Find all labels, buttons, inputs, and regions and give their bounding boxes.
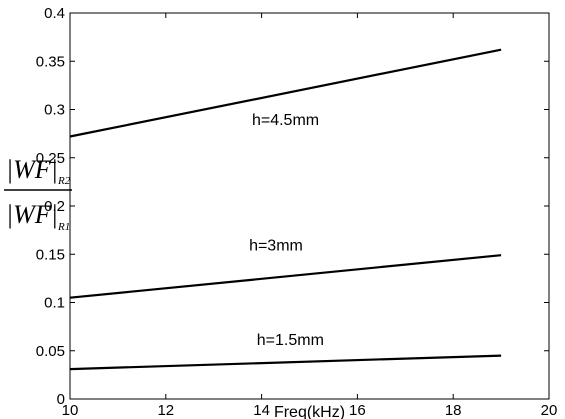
series-annotation-label: h=1.5mm	[257, 332, 324, 349]
y-tick-label: 0.15	[36, 246, 65, 263]
y-tick-label: 0	[57, 391, 65, 408]
y-axis-label: |WF| R2 |WF| R1	[4, 155, 72, 233]
series-line	[69, 254, 502, 299]
y-tick-label: 0.05	[36, 343, 65, 360]
x-tick-label: 14	[253, 402, 270, 419]
y-tick-label: 0.35	[36, 53, 65, 70]
y-axis-label-denominator: |WF|	[6, 200, 58, 229]
x-axis: 10 12 14 16 18 20	[62, 13, 558, 419]
x-tick-label: 16	[349, 402, 366, 419]
y-axis-label-numerator-subscript: R2	[57, 175, 71, 187]
x-tick-label: 18	[445, 402, 462, 419]
series-line	[69, 48, 502, 138]
y-tick-label: 0.25	[36, 150, 65, 167]
y-axis-label-denominator-subscript: R1	[57, 221, 70, 233]
y-axis: 0 0.05 0.1 0.15 0.2 0.25 0.3 0.35 0.4	[36, 5, 549, 408]
x-tick-label: 12	[157, 402, 174, 419]
series-line	[69, 354, 502, 371]
x-tick-label: 10	[62, 402, 79, 419]
x-axis-label: Freq(kHz)	[274, 404, 345, 419]
y-tick-label: 0.3	[44, 102, 65, 119]
x-tick-label: 20	[541, 402, 558, 419]
series-annotation-label: h=3mm	[249, 237, 303, 254]
series-annotation-label: h=4.5mm	[252, 112, 319, 129]
y-tick-label: 0.1	[44, 295, 65, 312]
y-tick-label: 0.4	[44, 5, 65, 22]
y-axis-label-numerator: |WF|	[6, 155, 58, 184]
annotation-layer: h=4.5mm h=3mm h=1.5mm	[249, 112, 324, 349]
y-tick-label: 0.2	[44, 198, 65, 215]
series-layer	[69, 48, 502, 371]
